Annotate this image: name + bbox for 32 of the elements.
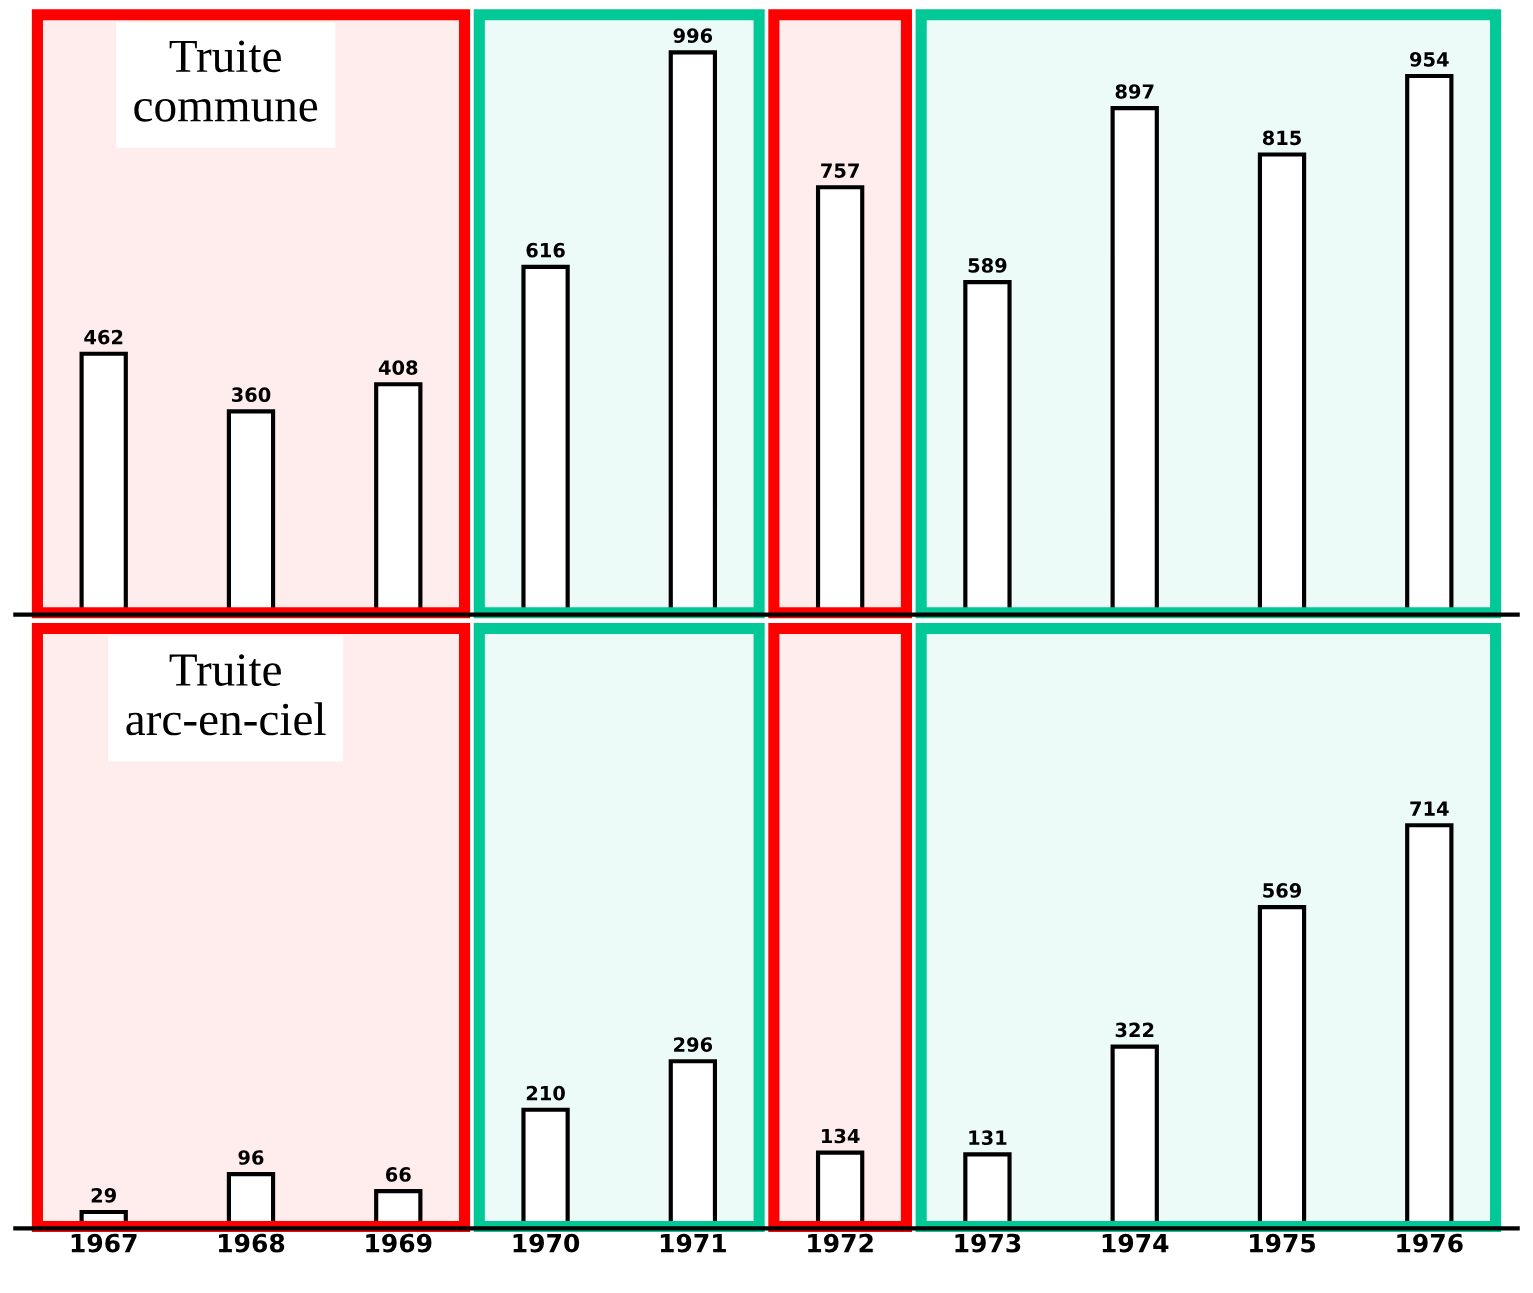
chart-title: Truite arc-en-ciel — [126, 654, 326, 736]
data-label: 616 — [526, 242, 565, 258]
data-label: 897 — [1115, 84, 1154, 99]
data-label: 131 — [969, 1130, 1007, 1146]
x-tick-label: 1974 — [1102, 1233, 1169, 1253]
x-tick-label: 1975 — [1250, 1233, 1316, 1253]
data-label: 66 — [385, 1167, 411, 1182]
x-tick-label: 1971 — [660, 1233, 726, 1253]
x-tick-label: 1968 — [219, 1233, 285, 1253]
x-tick-label: 1970 — [513, 1233, 580, 1253]
data-label: 360 — [232, 387, 271, 403]
data-label: 210 — [526, 1085, 565, 1101]
data-label: 462 — [84, 329, 123, 345]
data-label: 757 — [821, 163, 859, 178]
data-label: 714 — [1410, 801, 1449, 816]
data-label: 954 — [1410, 51, 1449, 67]
data-label: 815 — [1262, 130, 1301, 146]
data-label: 996 — [673, 28, 713, 43]
data-label: 589 — [968, 258, 1007, 273]
data-label: 322 — [1115, 1022, 1154, 1038]
data-label: 96 — [238, 1150, 264, 1165]
x-tick-label: 1976 — [1397, 1233, 1463, 1253]
data-label: 29 — [91, 1187, 116, 1203]
data-label: 569 — [1263, 883, 1302, 898]
x-tick-label: 1972 — [808, 1233, 873, 1253]
x-tick-label: 1967 — [71, 1233, 137, 1253]
data-label: 408 — [378, 360, 418, 375]
chart-title: Truite commune — [134, 40, 318, 122]
x-tick-label: 1969 — [366, 1233, 432, 1253]
x-tick-label: 1973 — [955, 1233, 1021, 1253]
data-label: 296 — [674, 1037, 713, 1052]
data-label: 134 — [822, 1128, 860, 1144]
